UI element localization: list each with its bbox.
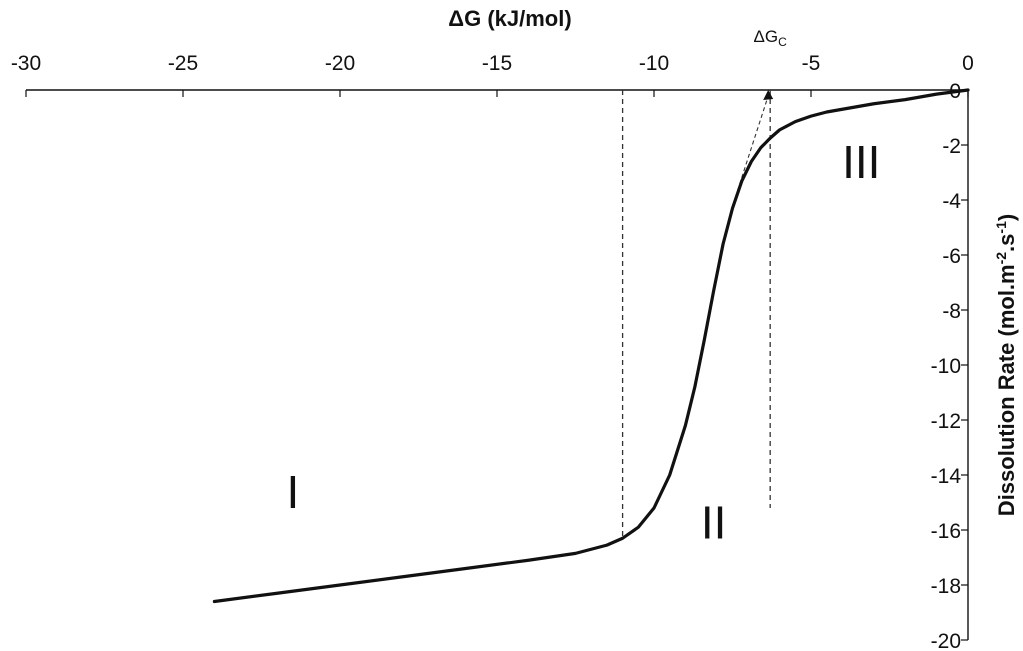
region-label: I	[287, 466, 300, 518]
y-tick-label: -8	[942, 300, 961, 323]
region-label: III	[842, 136, 880, 188]
region-label: II	[701, 496, 727, 548]
x-ticks: -30 -25 -20 -15 -10 -5 0	[11, 52, 974, 97]
y-tick-label: -6	[942, 245, 961, 268]
critical-arrow-head	[763, 90, 774, 100]
critical-arrow-shaft	[730, 95, 769, 212]
y-tick-label: -10	[931, 355, 961, 378]
y-tick-label: -2	[942, 135, 961, 158]
x-tick-label: -10	[639, 52, 669, 75]
y-tick-label: -16	[931, 520, 961, 543]
y-tick-label: -20	[931, 630, 961, 651]
y-ticks: 0-2-4-6-8-10-12-14-16-18-20	[931, 80, 968, 651]
y-tick-label: -14	[931, 465, 962, 488]
y-tick-label: -4	[942, 190, 961, 213]
y-axis-title: Dissolution Rate (mol.m-2.s-1)	[993, 214, 1019, 516]
series-layer	[212, 88, 970, 604]
x-tick-label: -15	[482, 52, 512, 75]
series-line	[212, 88, 970, 604]
x-axis-title: ΔG (kJ/mol)	[448, 6, 571, 31]
x-axis: -30 -25 -20 -15 -10 -5 0	[11, 52, 974, 97]
x-tick-label: -5	[802, 52, 821, 75]
x-tick-label: -30	[11, 52, 41, 75]
reference-lines	[621, 90, 774, 539]
x-tick-label: -20	[325, 52, 355, 75]
critical-dg-label: ΔGC	[754, 27, 788, 49]
y-tick-label: -12	[931, 410, 961, 433]
y-axis: 0-2-4-6-8-10-12-14-16-18-20	[931, 80, 969, 651]
x-tick-label: 0	[962, 52, 974, 75]
y-tick-label: -18	[931, 575, 961, 598]
x-tick-label: -25	[168, 52, 198, 75]
